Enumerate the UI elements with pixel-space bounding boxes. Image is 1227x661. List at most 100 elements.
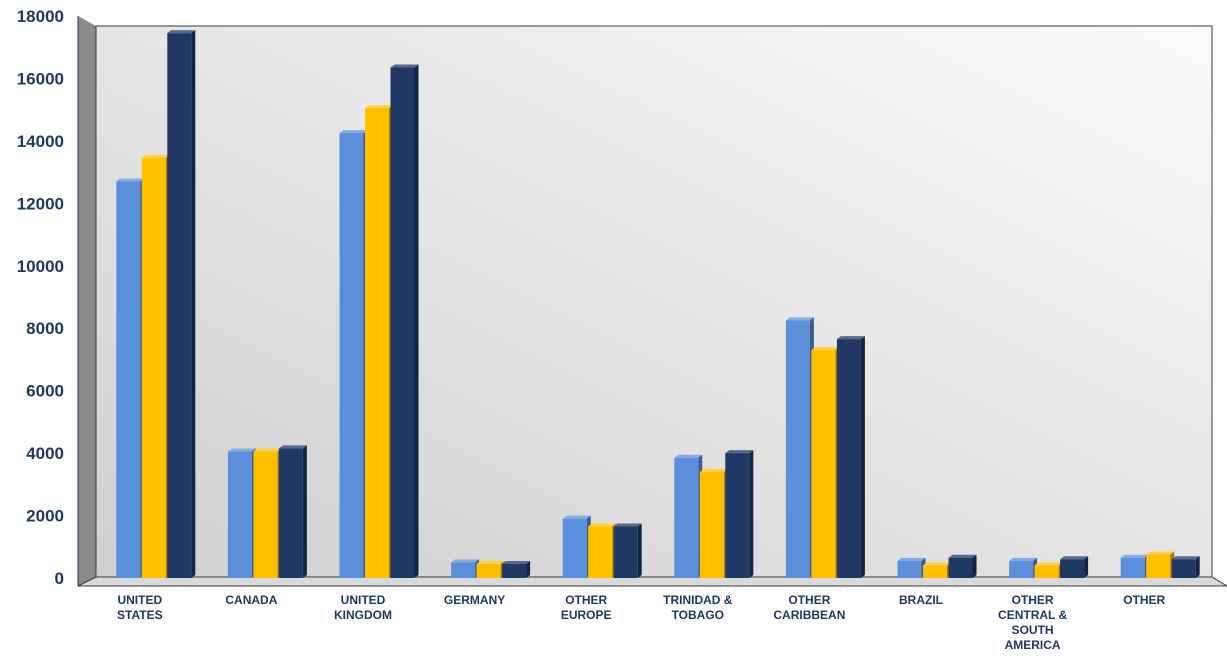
bar-front-face [562, 518, 587, 578]
bar-top-face [674, 454, 703, 458]
bar [897, 557, 926, 578]
bar [1034, 562, 1063, 578]
y-tick-label: 16000 [17, 69, 64, 88]
bar-top-face [725, 450, 754, 454]
bar [725, 450, 754, 578]
bar-top-face [390, 64, 419, 68]
bar-top-face [1060, 556, 1089, 560]
floor [77, 576, 1227, 587]
bar-top-face [167, 30, 196, 34]
bars [116, 30, 1200, 579]
x-tick-label: OTHER EUROPE [561, 593, 612, 622]
y-tick-label: 4000 [26, 444, 64, 463]
bar [613, 523, 642, 578]
bar [167, 30, 196, 578]
side-wall [78, 16, 96, 586]
bar [1146, 551, 1175, 578]
bar-front-face [502, 563, 527, 578]
bar-top-face [948, 554, 977, 558]
y-tick-label: 0 [55, 569, 64, 588]
bar-front-face [1009, 560, 1034, 578]
bar [562, 515, 591, 578]
y-axis-ticks: 0 2000 4000 6000 8000 10000 12000 14000 16000 180… [17, 7, 64, 588]
bar-front-face [278, 448, 303, 578]
bar-front-face [785, 320, 810, 578]
bar-top-face [613, 523, 642, 527]
bar-front-face [365, 108, 389, 578]
x-tick-label: OTHER CENTRAL & SOUTH AMERICA [998, 593, 1067, 652]
bar-front-face [451, 562, 476, 578]
bar [1009, 557, 1038, 578]
bar [1120, 554, 1149, 578]
bar-top-face [227, 448, 256, 452]
bar-top-face [588, 523, 617, 527]
bar-front-face [699, 471, 724, 578]
bar-front-face [613, 526, 638, 578]
bar-front-face [948, 557, 973, 578]
y-tick-label: 8000 [26, 319, 64, 338]
bar [923, 562, 951, 578]
bar-front-face [811, 350, 836, 578]
bar-front-face [141, 158, 166, 579]
x-tick-label: OTHER CARIBBEAN [773, 593, 845, 622]
x-tick-label: GERMANY [444, 593, 505, 607]
bar-front-face [1034, 565, 1059, 578]
bar-top-face [365, 105, 393, 109]
bar [141, 155, 170, 579]
bar-top-face [502, 560, 531, 564]
bar-front-face [1120, 557, 1145, 578]
bar-top-face [476, 560, 505, 564]
bar [836, 336, 865, 578]
bar-top-face [451, 559, 480, 563]
x-tick-label: UNITED KINGDOM [334, 593, 392, 622]
bar-top-face [897, 557, 926, 561]
bar-top-face [1120, 554, 1149, 558]
bar-top-face [1146, 551, 1175, 555]
y-tick-label: 10000 [17, 257, 64, 276]
bar [339, 130, 368, 579]
bar-top-face [785, 317, 814, 321]
x-tick-label: TRINIDAD & TOBAGO [663, 593, 733, 622]
bar-front-face [1171, 559, 1196, 578]
bar [365, 105, 393, 578]
bar-top-face [562, 515, 591, 519]
bar [588, 523, 617, 578]
bar-front-face [227, 451, 252, 578]
bar-side-face [749, 450, 754, 578]
x-tick-label: BRAZIL [899, 593, 943, 607]
y-tick-label: 6000 [26, 382, 64, 401]
bar [1171, 556, 1200, 578]
bar [674, 454, 703, 578]
bar-side-face [972, 554, 977, 578]
bar [227, 448, 256, 578]
bar [390, 64, 419, 579]
bar-top-face [699, 468, 728, 472]
bar [1060, 556, 1089, 578]
bar-front-face [588, 526, 613, 578]
bar-front-face [167, 33, 192, 578]
bar-top-face [116, 178, 145, 182]
bar-top-face [339, 130, 368, 134]
bar-top-face [278, 445, 307, 449]
bar [451, 559, 480, 578]
x-axis-ticks: UNITED STATES CANADA UNITED KINGDOM GERMANY OT… [117, 593, 1166, 652]
bar-front-face [674, 457, 699, 578]
bar-top-face [923, 562, 951, 566]
bar-front-face [116, 181, 141, 578]
bar-front-face [923, 565, 947, 578]
bar-side-face [1195, 556, 1200, 578]
bar [502, 560, 531, 578]
bar [811, 347, 840, 578]
y-tick-label: 12000 [17, 194, 64, 213]
bar [253, 448, 282, 578]
bar-top-face [836, 336, 865, 340]
bar-side-face [526, 560, 531, 578]
bar-top-face [1009, 557, 1038, 561]
x-tick-label: UNITED STATES [117, 593, 163, 622]
bar-front-face [339, 133, 364, 579]
bar-top-face [141, 155, 170, 159]
x-tick-label: OTHER [1123, 593, 1165, 607]
bar-top-face [1171, 556, 1200, 560]
bar-top-face [253, 448, 282, 452]
